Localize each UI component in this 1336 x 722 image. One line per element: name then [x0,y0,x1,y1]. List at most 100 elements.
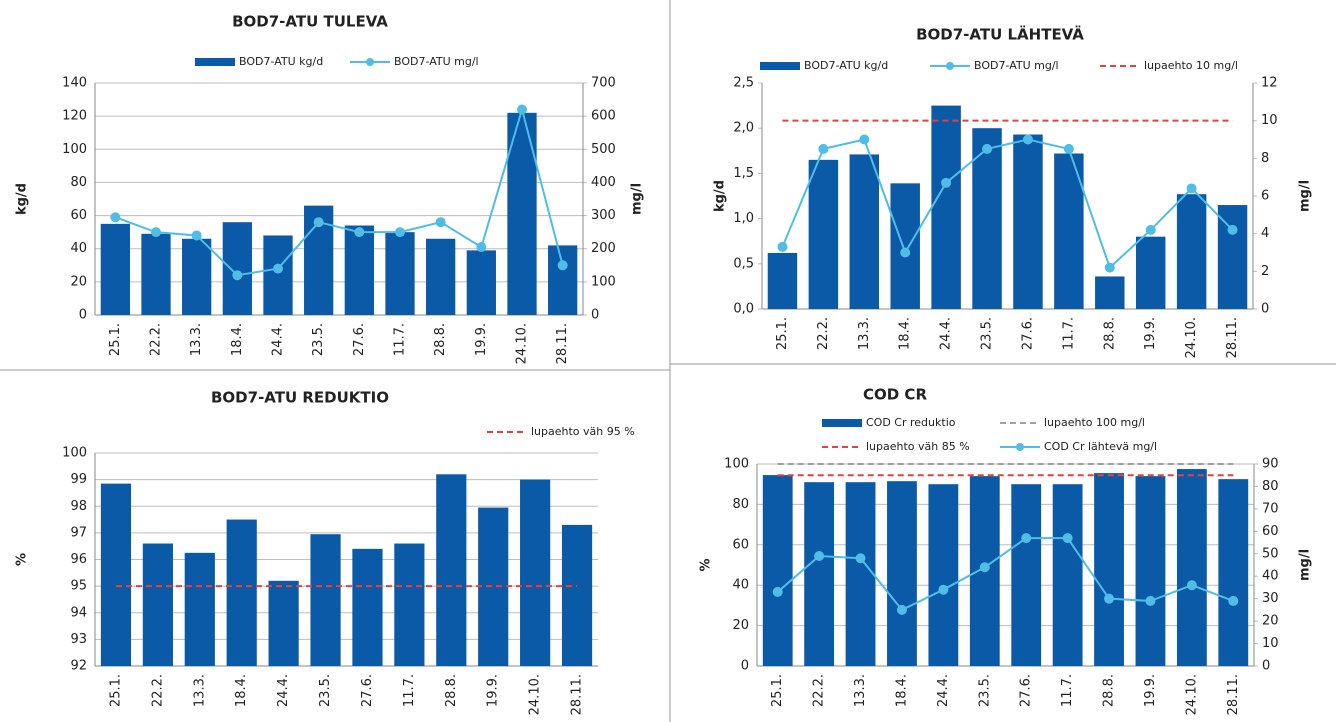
x-tick-label: 28.8. [444,674,459,707]
y-tick-label: 1,5 [733,166,754,181]
bar [808,159,839,309]
y2-tick-label: 500 [591,142,616,157]
y2-tick-label: 90 [1262,457,1279,472]
y-tick-label: 80 [732,497,749,512]
bar [1013,134,1043,309]
y-tick-label: 97 [70,525,87,540]
x-tick-label: 24.10. [1184,317,1199,358]
x-tick-label: 13.3. [857,317,872,350]
marker [1227,224,1238,235]
bar [1052,484,1083,666]
x-tick-label: 13.3. [192,674,207,707]
y2-axis-label: mg/l [1298,180,1313,212]
marker [435,217,446,228]
y-tick-label: 20 [732,618,749,633]
y-tick-label: 99 [70,472,87,487]
bar [845,482,876,666]
marker [273,263,283,274]
bar [385,232,415,315]
marker [354,227,365,238]
bar [1176,469,1207,666]
legend-label: COD Cr reduktio [866,416,956,429]
x-tick-label: 19.9. [486,674,501,707]
marker [777,241,788,252]
y-tick-label: 100 [62,446,87,461]
marker [1186,183,1197,194]
y-axis-label: kg/d [15,183,30,215]
marker [1021,533,1032,544]
line [114,105,564,277]
y2-tick-label: 30 [1262,591,1279,606]
bar [426,238,456,315]
marker [896,604,907,615]
marker [476,242,487,253]
bar [931,105,961,309]
x-tick-label: 24.10. [1184,674,1199,715]
y-tick-label: 98 [70,499,87,514]
marker [191,230,202,241]
marker [1145,595,1156,606]
marker [517,104,527,115]
y2-tick-label: 70 [1262,501,1279,516]
y-tick-label: 2,0 [733,121,754,136]
marker [900,247,911,258]
bar [928,484,959,666]
marker [772,586,783,597]
x-tick-label: 23.5. [980,317,995,350]
x-tick-label: 24.4. [271,323,286,356]
bar [1218,479,1249,666]
marker [941,177,952,188]
bar [100,223,130,315]
bar [887,481,917,666]
legend-label: COD Cr lähtevä mg/l [1044,440,1157,453]
marker [1063,143,1074,154]
y2-tick-label: 10 [1261,113,1278,128]
bar [1094,473,1124,666]
x-tick-label: 18.4. [230,323,245,356]
x-tick-label: 27.6. [1019,674,1034,707]
bar [184,552,215,666]
bar [466,250,496,315]
bar [142,543,173,666]
x-tick-label: 24.4. [939,317,954,350]
bar [310,534,341,666]
legend-marker [946,62,954,70]
marker [557,260,568,271]
y2-axis-label: mg/l [1298,549,1313,581]
legend-label: lupaehto väh 95 % [531,425,635,438]
y2-tick-label: 60 [1262,524,1279,539]
bar [548,245,578,315]
x-tick-label: 19.9. [1143,317,1158,350]
bar [1135,236,1166,309]
y2-tick-label: 200 [591,241,616,256]
x-tick-label: 11.7. [1061,317,1076,350]
marker [982,143,993,154]
bar [561,524,593,666]
y2-tick-label: 600 [591,109,616,124]
x-tick-label: 13.3. [189,323,204,356]
y-tick-label: 96 [70,552,87,567]
bar [182,238,212,315]
x-tick-label: 23.5. [318,674,333,707]
y-tick-label: 120 [62,109,87,124]
bar [1095,276,1125,309]
y-tick-label: 0,5 [733,256,754,271]
y2-tick-label: 40 [1262,569,1279,584]
marker [313,217,324,228]
legend-marker [1016,443,1024,451]
marker [979,562,990,573]
x-tick-label: 28.8. [1102,317,1117,350]
y-axis-label: % [15,553,30,566]
legend-label: BOD7-ATU mg/l [394,55,479,68]
marker [1022,134,1033,145]
chart-title: BOD7-ATU REDUKTIO [211,389,389,407]
bar [226,519,257,666]
y2-tick-label: 0 [1261,302,1269,317]
y2-tick-label: 300 [591,208,616,223]
chart-title: BOD7-ATU LÄHTEVÄ [916,25,1084,44]
x-tick-label: 28.8. [433,323,448,356]
x-tick-label: 24.4. [936,674,951,707]
x-tick-label: 28.11. [555,323,570,364]
x-tick-label: 22.2. [149,323,164,356]
line [781,138,1234,270]
